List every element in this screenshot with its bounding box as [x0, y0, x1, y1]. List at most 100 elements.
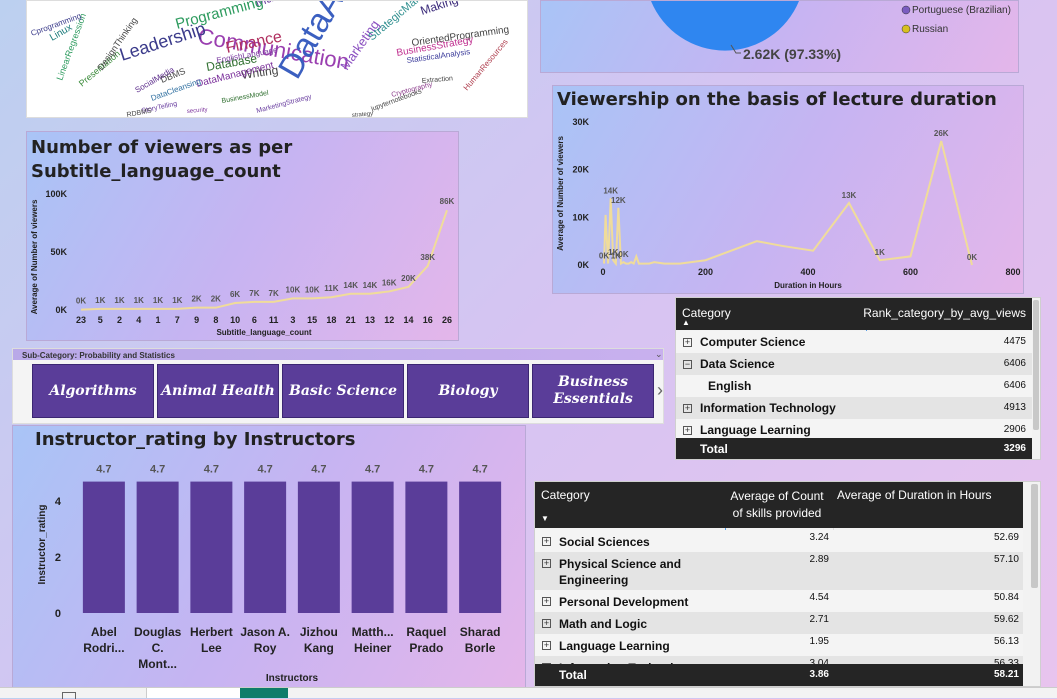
- rank-table-row[interactable]: + Computer Science 4475: [676, 331, 1032, 353]
- slicer-tile-biology[interactable]: Biology: [407, 364, 529, 418]
- rank-row-label: Data Science: [700, 357, 775, 371]
- word-cloud-panel: ManagementProgrammingCommunicationDataAn…: [26, 0, 528, 118]
- x-tick-label: 10: [230, 315, 240, 325]
- bar[interactable]: [190, 481, 233, 613]
- slicer-next-arrow-icon[interactable]: ›: [657, 380, 663, 400]
- rank-row-value: 4475: [1003, 336, 1026, 347]
- x-tick-label: 18: [326, 315, 336, 325]
- skills-col-count[interactable]: Average of Count of skills provided: [725, 488, 829, 522]
- x-tick-label: 14: [403, 315, 413, 325]
- expand-icon[interactable]: +: [542, 536, 551, 546]
- legend-label-portuguese[interactable]: Portuguese (Brazilian): [912, 5, 1011, 16]
- series-line[interactable]: [80, 209, 448, 311]
- expand-icon[interactable]: +: [542, 640, 551, 650]
- rank-row-label: Language Learning: [700, 423, 811, 437]
- skills-table-row[interactable]: + Math and Logic 2.71 59.62: [535, 612, 1023, 634]
- expand-icon[interactable]: +: [542, 558, 551, 568]
- legend-label-russian[interactable]: Russian: [912, 24, 948, 35]
- data-label: 1K: [95, 296, 105, 305]
- bar[interactable]: [405, 481, 448, 613]
- slicer-tile-algorithms[interactable]: Algorithms: [32, 364, 154, 418]
- expand-icon[interactable]: +: [683, 403, 692, 413]
- rank-col-value[interactable]: Rank_category_by_avg_views: [863, 306, 1026, 320]
- lecture-duration-chart-card: Viewership on the basis of lecture durat…: [552, 85, 1024, 294]
- expand-icon[interactable]: +: [683, 425, 692, 435]
- skills-row-duration: 50.84: [993, 592, 1019, 603]
- bar[interactable]: [351, 481, 394, 613]
- slicer-dropdown-icon[interactable]: ⌄: [655, 349, 663, 359]
- bar[interactable]: [297, 481, 340, 613]
- data-label: 4.7: [96, 464, 111, 476]
- page-tab-active[interactable]: [240, 688, 288, 698]
- word-cloud-word: strategy: [352, 111, 374, 117]
- rank-table-row[interactable]: − Data Science 6406: [676, 353, 1032, 375]
- rank-total-value: 3296: [1003, 443, 1026, 454]
- data-label: 14K: [603, 186, 618, 195]
- page-tab[interactable]: [146, 688, 241, 698]
- x-tick-label: Herbert: [190, 625, 233, 639]
- data-label: 11K: [324, 284, 338, 293]
- x-tick-label: 8: [213, 315, 218, 325]
- bar[interactable]: [459, 481, 502, 613]
- skills-total-label: Total: [559, 668, 587, 682]
- subtitle-chart-title: Number of viewers as per Subtitle_langua…: [31, 136, 292, 184]
- data-label: 10K: [305, 285, 320, 294]
- slicer-tile-basic-science[interactable]: Basic Science: [282, 364, 404, 418]
- y-tick-label: 2: [55, 552, 61, 564]
- skills-row-count: 3.04: [755, 658, 829, 669]
- expand-icon[interactable]: −: [683, 359, 692, 369]
- skills-row-duration: 57.10: [993, 554, 1019, 565]
- y-tick-label: 0K: [577, 260, 589, 270]
- skills-row-label: Social Sciences: [559, 535, 650, 549]
- skills-col-duration[interactable]: Average of Duration in Hours: [837, 488, 992, 502]
- skills-table-row[interactable]: + Physical Science and Engineering 2.89 57.1…: [535, 552, 1023, 590]
- instructor-chart-title: Instructor_rating by Instructors: [35, 429, 356, 450]
- data-label: 4.7: [419, 464, 434, 476]
- page-view-icon[interactable]: [62, 692, 76, 699]
- rank-table-row[interactable]: + Language Learning 2906: [676, 419, 1032, 441]
- series-line[interactable]: [603, 140, 973, 267]
- x-tick-label: 13: [365, 315, 375, 325]
- x-tick-label: Sharad: [460, 625, 501, 639]
- skills-col-category[interactable]: Category: [541, 488, 590, 502]
- data-label: 4.7: [204, 464, 219, 476]
- x-tick-label: 3: [290, 315, 295, 325]
- expand-icon[interactable]: +: [683, 337, 692, 347]
- pie-slice-main[interactable]: [651, 1, 799, 51]
- x-tick-label: Roy: [254, 641, 277, 655]
- skills-table-row[interactable]: + Social Sciences 3.24 52.69: [535, 530, 1023, 552]
- skills-table-row[interactable]: + Personal Development 4.54 50.84: [535, 590, 1023, 612]
- rank-table-row[interactable]: English 6406: [676, 375, 1032, 397]
- lecture-line-chart: 0K 10K 20K 30K 0 200 400 600 800 Duration in Hour…: [556, 117, 1021, 290]
- data-label: 2K: [211, 295, 221, 304]
- data-label: 86K: [440, 197, 455, 206]
- sort-asc-icon[interactable]: ▲: [682, 318, 690, 327]
- x-tick-label: 15: [307, 315, 317, 325]
- word-cloud-word: Writing: [240, 63, 279, 82]
- sort-desc-icon[interactable]: ▼: [541, 514, 549, 523]
- slicer-tile-animal-health[interactable]: Animal Health: [157, 364, 279, 418]
- skills-table-row[interactable]: + Language Learning 1.95 56.13: [535, 634, 1023, 656]
- skills-table-scrollbar[interactable]: [1031, 484, 1038, 588]
- skills-total-count: 3.86: [809, 669, 829, 680]
- x-tick-label: Rodri...: [83, 641, 124, 655]
- pie-leader-line: [730, 44, 741, 54]
- bar[interactable]: [244, 481, 287, 613]
- expand-icon[interactable]: +: [542, 596, 551, 606]
- rank-col-category[interactable]: Category: [682, 306, 731, 320]
- slicer-tile-business-essentials[interactable]: Business Essentials: [532, 364, 654, 418]
- expand-icon[interactable]: +: [542, 618, 551, 628]
- data-label: 12K: [611, 196, 626, 205]
- rank-table-scrollbar[interactable]: [1033, 300, 1039, 430]
- bar[interactable]: [82, 481, 125, 613]
- skills-total-duration: 58.21: [993, 669, 1019, 680]
- x-tick-label: 26: [442, 315, 452, 325]
- data-label: 13K: [842, 191, 857, 200]
- x-axis-title: Instructors: [266, 673, 319, 684]
- data-label: 4.7: [311, 464, 326, 476]
- skills-row-count: 2.71: [809, 614, 829, 625]
- rank-table-row[interactable]: + Information Technology 4913: [676, 397, 1032, 419]
- data-label: 4.7: [365, 464, 380, 476]
- data-label: 10K: [286, 285, 301, 294]
- bar[interactable]: [136, 481, 179, 613]
